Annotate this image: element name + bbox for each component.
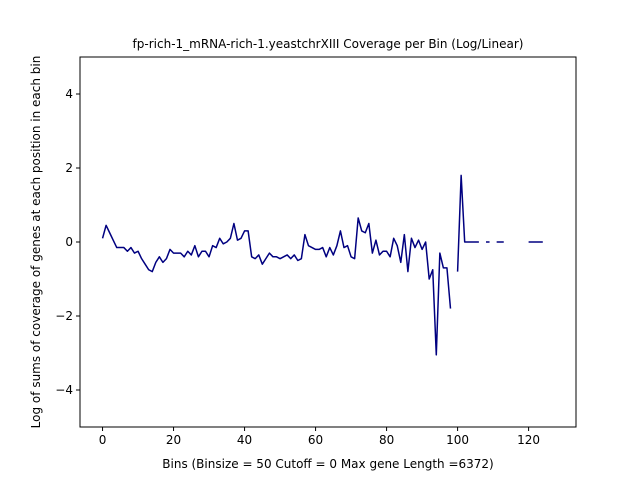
y-tick-label: 4 (65, 87, 73, 101)
x-tick-label: 60 (308, 433, 323, 447)
x-tick-label: 80 (379, 433, 394, 447)
plot-area (101, 174, 543, 356)
y-axis-label: Log of sums of coverage of genes at each… (29, 56, 43, 429)
x-tick-label: 20 (166, 433, 181, 447)
x-tick-label: 100 (446, 433, 469, 447)
y-tick-label: −2 (55, 309, 73, 323)
x-tick-label: 40 (237, 433, 252, 447)
x-tick-label: 0 (99, 433, 107, 447)
data-line (101, 174, 543, 356)
chart-title: fp-rich-1_mRNA-rich-1.yeastchrXIII Cover… (133, 37, 524, 51)
x-axis-label: Bins (Binsize = 50 Cutoff = 0 Max gene L… (162, 457, 493, 471)
x-tick-label: 120 (517, 433, 540, 447)
y-tick-label: −4 (55, 383, 73, 397)
y-tick-label: 2 (65, 161, 73, 175)
y-tick-label: 0 (65, 235, 73, 249)
